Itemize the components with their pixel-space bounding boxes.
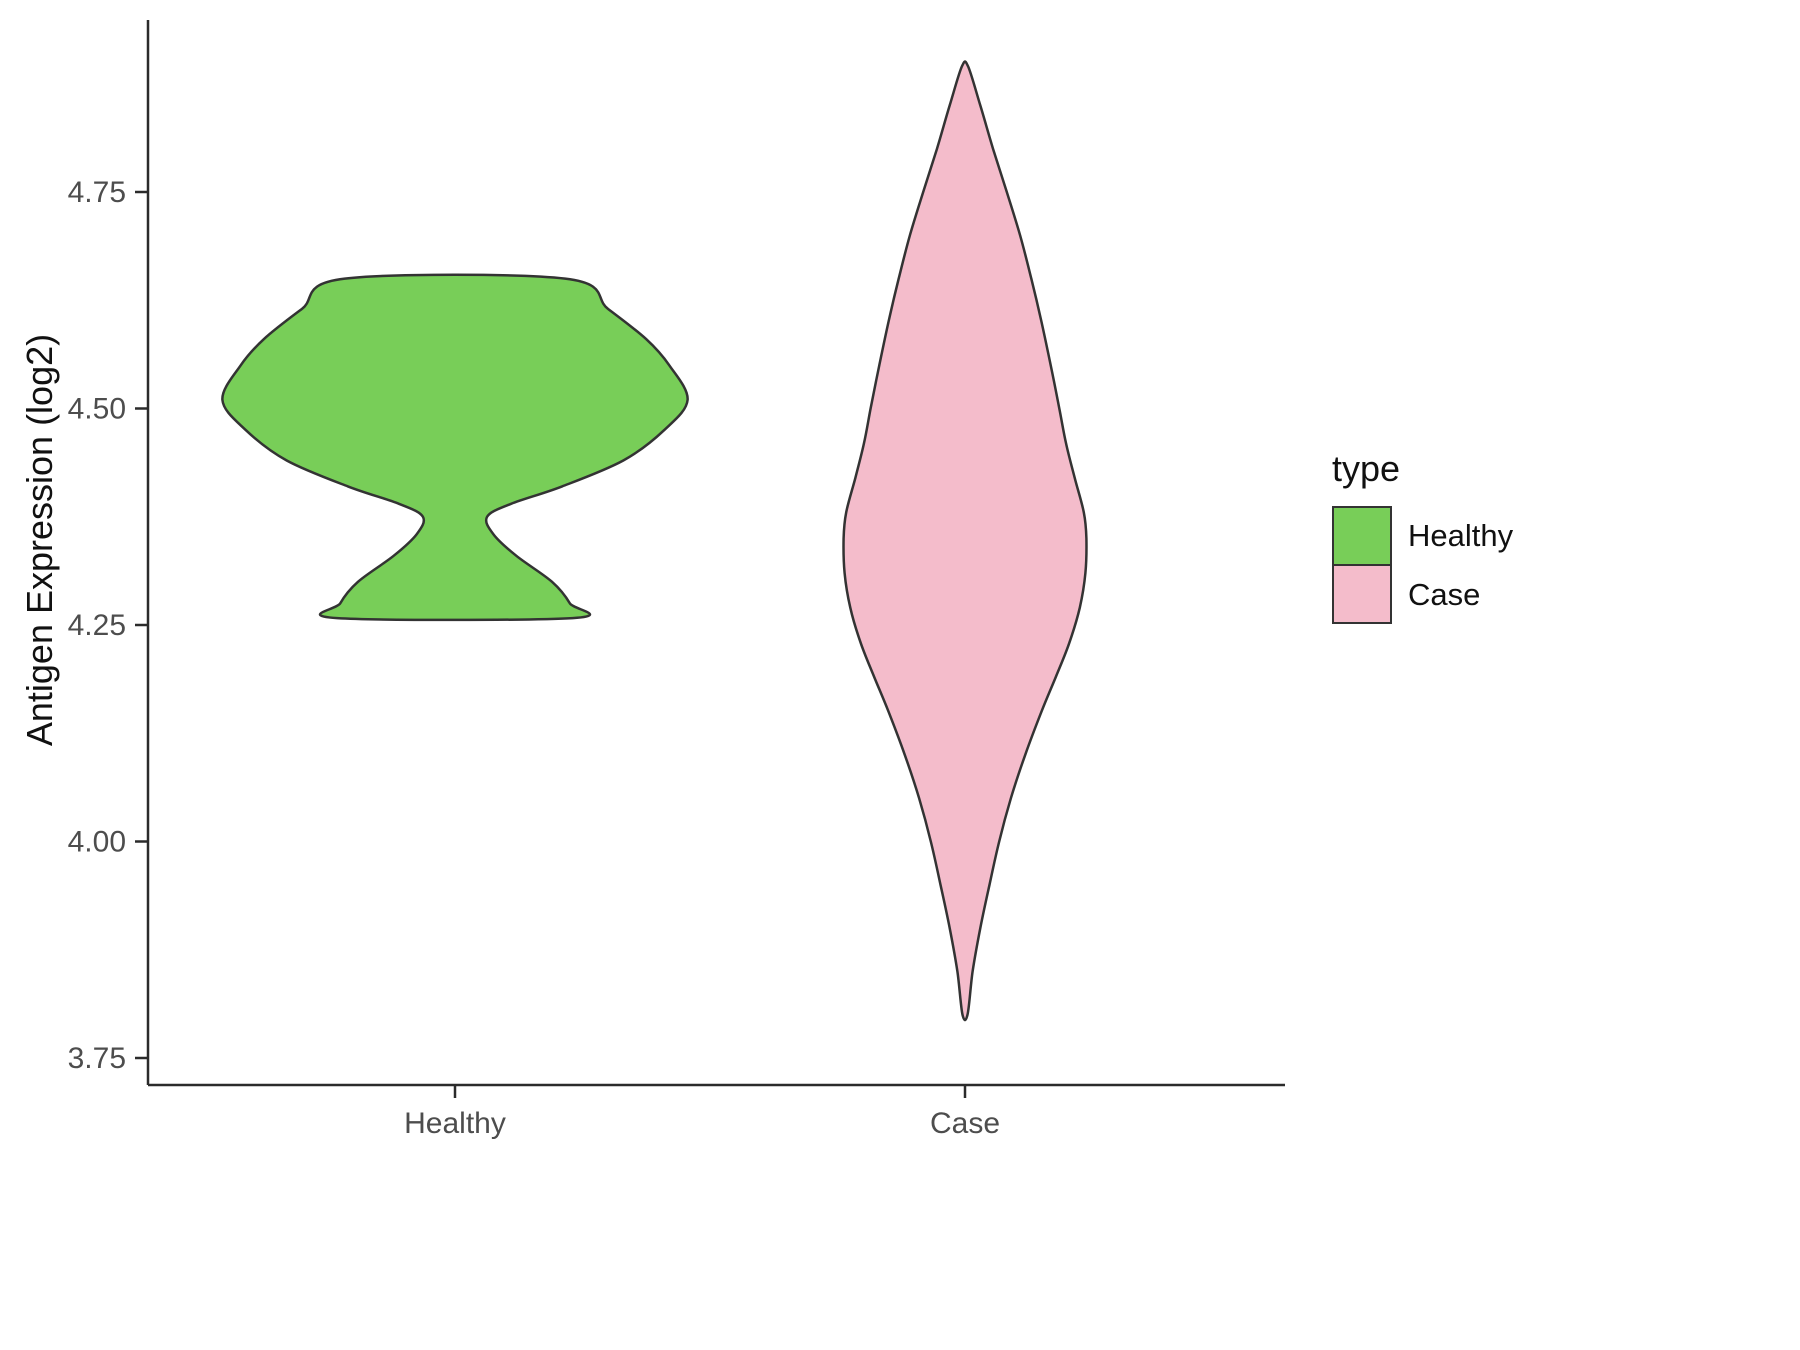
- legend-entry-healthy: Healthy: [1332, 506, 1513, 566]
- violin-case: [842, 60, 1088, 1022]
- legend-swatch-case-icon: [1332, 564, 1392, 624]
- legend-swatch-healthy-icon: [1332, 506, 1392, 566]
- legend-label-case: Case: [1408, 577, 1481, 612]
- legend: type Healthy Case: [1332, 448, 1513, 624]
- violin-healthy: [221, 273, 689, 622]
- legend-label-healthy: Healthy: [1408, 518, 1514, 553]
- y-tick-label: 3.75: [68, 1042, 126, 1075]
- x-tick-label: Case: [930, 1107, 1000, 1140]
- x-tick-label: Healthy: [404, 1107, 506, 1140]
- y-tick-label: 4.75: [68, 176, 126, 209]
- y-tick-label: 4.50: [68, 393, 126, 426]
- y-tick-label: 4.00: [68, 826, 126, 859]
- legend-entry-case: Case: [1332, 564, 1513, 624]
- y-tick-label: 4.25: [68, 609, 126, 642]
- y-axis-title: Antigen Expression (log2): [19, 333, 60, 747]
- legend-title: type: [1332, 448, 1401, 489]
